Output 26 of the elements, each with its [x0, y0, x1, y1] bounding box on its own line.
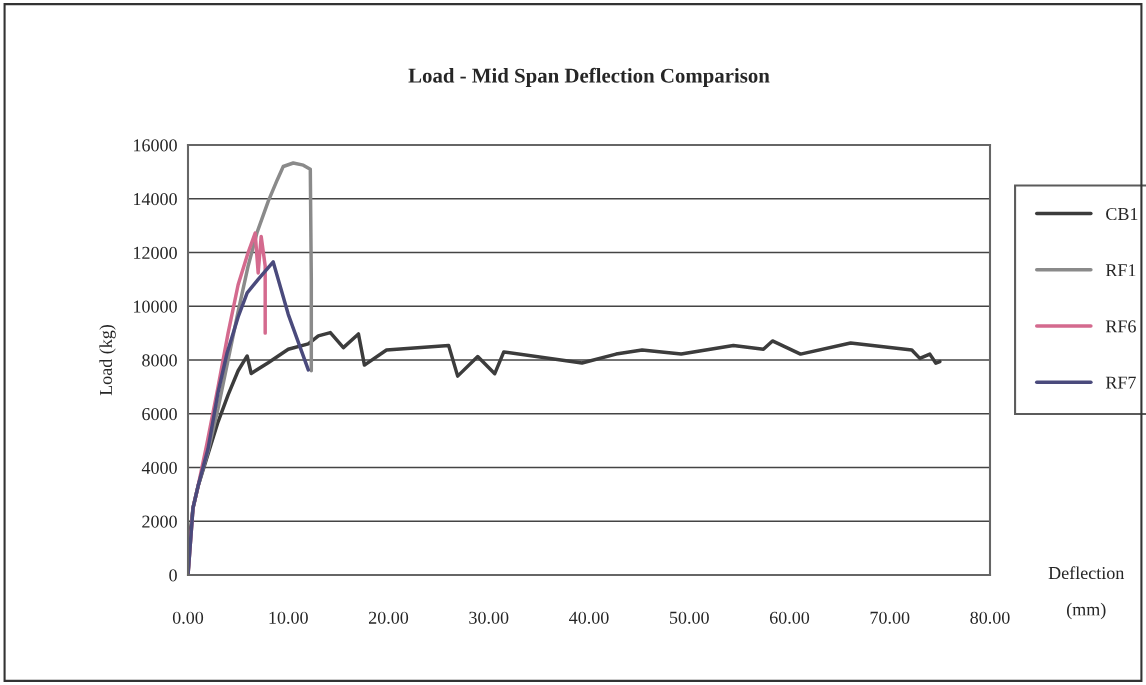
y-tick-label: 6000: [142, 408, 177, 421]
y-tick-label: 12000: [134, 246, 177, 259]
text: Deflection (mm): [1048, 566, 1125, 620]
y-tick-label: 8000: [142, 354, 177, 367]
x-tick-label: 40.00: [569, 611, 609, 624]
y-tick-label: 16000: [134, 139, 177, 152]
x-tick-label: 10.00: [269, 611, 308, 624]
legend-label: CB1: [1106, 207, 1138, 221]
x-tick-label: 70.00: [870, 611, 910, 624]
x-tick-label: 60.00: [769, 611, 810, 624]
y-tick-label: 0: [169, 569, 177, 582]
legend-label: RF7: [1105, 376, 1136, 389]
legend-label: RF6: [1105, 320, 1136, 333]
y-tick-label: 10000: [134, 300, 177, 313]
x-tick-label: 50.00: [669, 611, 709, 624]
y-tick-label: 4000: [141, 461, 177, 474]
x-tick-label: 20.00: [368, 611, 409, 624]
x-tick-label: 80.00: [970, 611, 1010, 624]
legend-label: RF1: [1105, 264, 1136, 277]
x-tick-label: 0.00: [172, 611, 204, 624]
y-tick-label: 14000: [134, 193, 177, 206]
chart-title: Load - Mid Span Deflection Comparison: [408, 67, 770, 87]
y-tick-label: 2000: [142, 515, 177, 528]
x-tick-label: 30.00: [469, 611, 509, 624]
line-series: [188, 260, 311, 575]
y-axis-title: Load (kg): [99, 324, 116, 396]
